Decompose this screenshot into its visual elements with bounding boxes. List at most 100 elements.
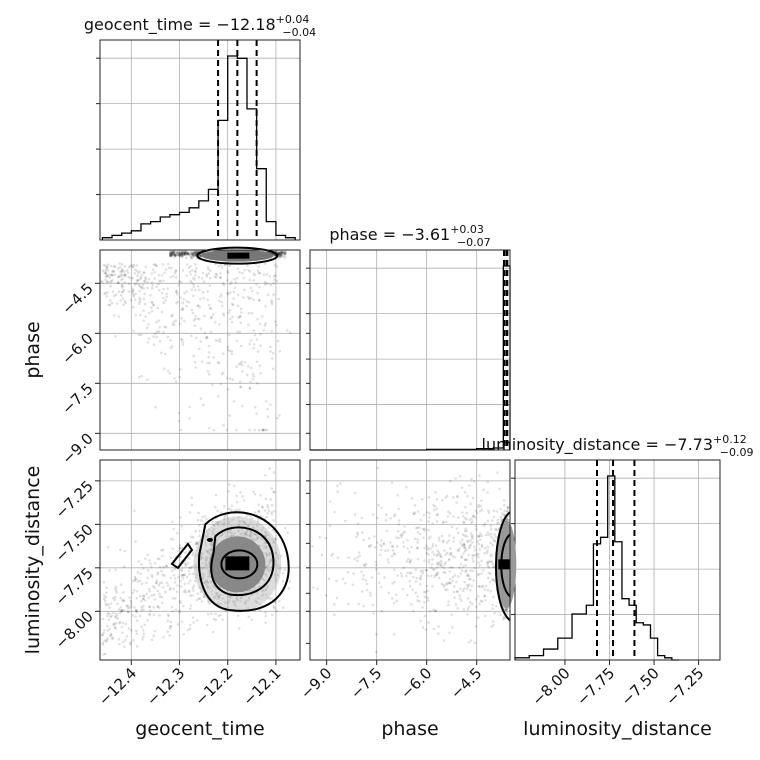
sample-point	[473, 548, 477, 552]
sample-point	[459, 562, 463, 566]
sample-point	[113, 622, 116, 626]
sample-point	[119, 299, 122, 302]
sample-point	[446, 515, 450, 518]
sample-point	[140, 374, 143, 378]
sample-point	[466, 585, 470, 588]
sample-point	[147, 337, 151, 340]
sample-point	[437, 536, 441, 540]
sample-point	[450, 613, 454, 617]
sample-point	[180, 338, 184, 341]
sample-point	[444, 561, 448, 564]
sample-point	[180, 253, 184, 256]
sample-point	[154, 264, 158, 267]
sample-point	[469, 578, 472, 581]
sample-point	[400, 533, 404, 537]
sample-point	[275, 279, 279, 283]
sample-point	[468, 518, 471, 522]
sample-point	[272, 490, 275, 494]
sample-point	[261, 428, 265, 432]
sample-point	[170, 252, 174, 255]
sample-point	[376, 466, 379, 470]
sample-point	[157, 282, 160, 286]
sample-point	[252, 272, 255, 275]
sample-point	[506, 506, 509, 509]
sample-point	[180, 252, 183, 256]
sample-point	[174, 254, 177, 258]
sample-point	[130, 263, 134, 267]
sample-point	[371, 513, 375, 516]
sample-point	[152, 613, 156, 617]
sample-point	[448, 631, 451, 635]
sample-point	[242, 276, 246, 280]
sample-point	[184, 564, 188, 567]
sample-point	[248, 514, 252, 518]
sample-point	[110, 279, 114, 282]
sample-point	[495, 510, 499, 513]
sample-point	[143, 279, 146, 283]
sample-point	[242, 296, 245, 299]
sample-point	[278, 254, 282, 257]
sample-point	[397, 523, 401, 526]
sample-point	[480, 499, 483, 502]
sample-point	[261, 506, 265, 509]
sample-point	[171, 250, 174, 254]
sample-point	[243, 360, 247, 364]
sample-point	[401, 587, 405, 591]
sample-point	[169, 251, 172, 255]
sample-point	[138, 284, 142, 288]
sample-point	[280, 250, 283, 254]
sample-point	[469, 539, 472, 542]
sample-point	[463, 534, 467, 537]
sample-point	[463, 580, 467, 584]
sample-point	[377, 581, 381, 585]
sample-point	[248, 428, 251, 432]
x-tick-label: −7.25	[662, 664, 707, 709]
sample-point	[256, 517, 260, 521]
sample-point	[153, 263, 157, 266]
sample-point	[489, 589, 493, 593]
sample-point	[211, 313, 215, 316]
sample-point	[379, 585, 383, 589]
sample-point	[273, 253, 277, 257]
sample-point	[102, 653, 105, 656]
sample-point	[406, 538, 409, 542]
sample-point	[186, 252, 189, 256]
sample-point	[193, 254, 197, 257]
sample-point	[148, 613, 152, 617]
sample-point	[387, 591, 391, 595]
sample-point	[183, 252, 187, 255]
sample-point	[184, 251, 188, 255]
sample-point	[449, 479, 452, 483]
sample-point	[137, 375, 141, 379]
sample-point	[453, 596, 456, 599]
sample-point	[352, 572, 355, 575]
sample-point	[168, 625, 172, 628]
sample-point	[176, 584, 179, 587]
sample-point	[252, 346, 256, 350]
sample-point	[229, 317, 232, 321]
sample-point	[409, 558, 413, 562]
sample-point	[104, 602, 108, 606]
sample-point	[272, 293, 275, 297]
sample-point	[152, 335, 155, 338]
sample-point	[147, 587, 151, 591]
sample-point	[390, 481, 394, 484]
sample-point	[467, 605, 471, 609]
sample-point	[487, 571, 491, 575]
sample-point	[197, 597, 200, 600]
title-minus: −0.07	[457, 236, 491, 249]
sample-point	[442, 639, 446, 642]
sample-point	[462, 607, 466, 611]
sample-point	[491, 607, 495, 610]
sample-point	[405, 560, 409, 563]
sample-point	[478, 548, 481, 551]
sample-point	[201, 515, 205, 519]
sample-point	[442, 571, 445, 574]
sample-point	[122, 288, 126, 292]
sample-point	[173, 253, 177, 257]
sample-point	[168, 254, 172, 258]
sample-point	[102, 631, 105, 635]
sample-point	[178, 546, 182, 550]
sample-point	[179, 253, 182, 257]
